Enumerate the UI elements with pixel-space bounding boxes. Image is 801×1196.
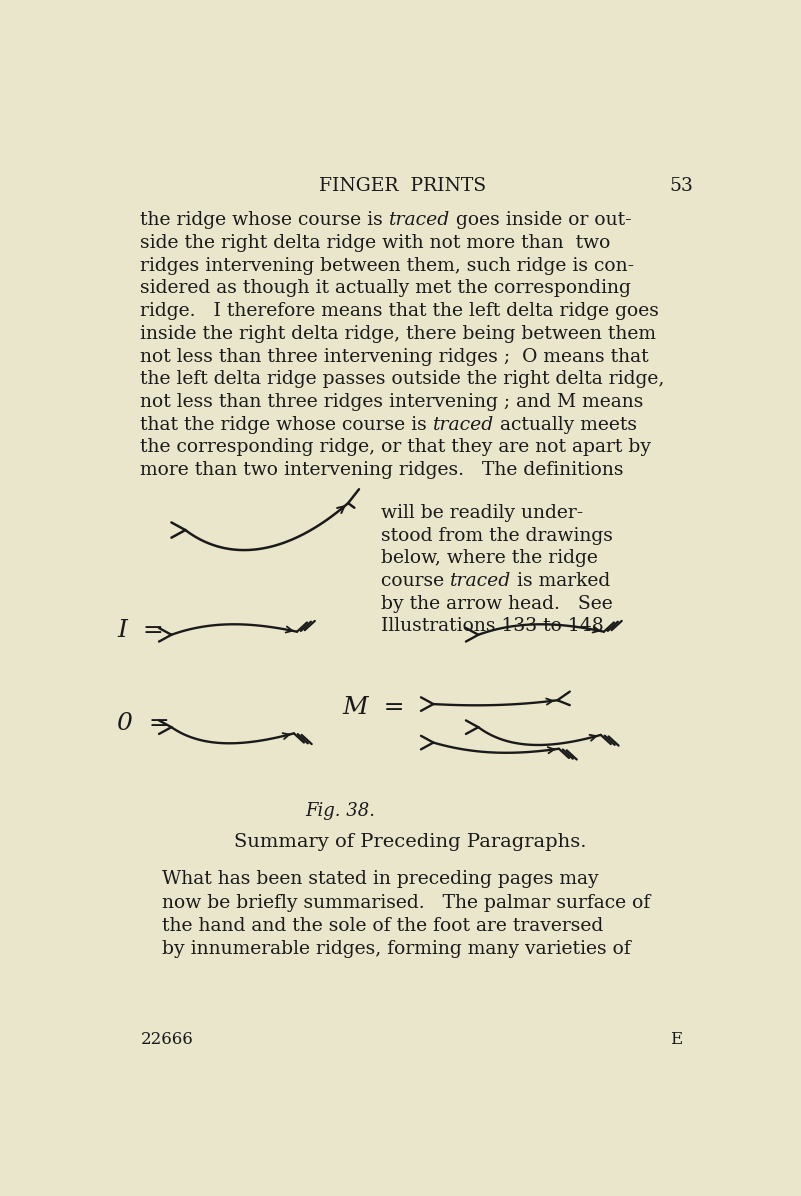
Text: sidered as though it actually met the corresponding: sidered as though it actually met the co…	[140, 280, 631, 298]
Text: the ridge whose course is: the ridge whose course is	[140, 212, 389, 230]
Text: traced: traced	[389, 212, 450, 230]
Text: now be briefly summarised.   The palmar surface of: now be briefly summarised. The palmar su…	[162, 893, 650, 911]
Text: the left delta ridge passes outside the right delta ridge,: the left delta ridge passes outside the …	[140, 371, 665, 389]
Text: E: E	[670, 1031, 682, 1048]
Text: ridges intervening between them, such ridge is con-: ridges intervening between them, such ri…	[140, 257, 634, 275]
Text: Summary of Preceding Paragraphs.: Summary of Preceding Paragraphs.	[234, 834, 586, 852]
Text: more than two intervening ridges.   The definitions: more than two intervening ridges. The de…	[140, 462, 624, 480]
Text: actually meets: actually meets	[494, 416, 638, 434]
Text: traced: traced	[433, 416, 494, 434]
Text: 22666: 22666	[140, 1031, 193, 1048]
Text: the corresponding ridge, or that they are not apart by: the corresponding ridge, or that they ar…	[140, 439, 651, 457]
Text: that the ridge whose course is: that the ridge whose course is	[140, 416, 433, 434]
Text: the hand and the sole of the foot are traversed: the hand and the sole of the foot are tr…	[162, 916, 603, 934]
Text: stood from the drawings: stood from the drawings	[380, 526, 613, 544]
Text: not less than three intervening ridges ;  O means that: not less than three intervening ridges ;…	[140, 348, 649, 366]
Text: by innumerable ridges, forming many varieties of: by innumerable ridges, forming many vari…	[162, 940, 631, 958]
Text: 53: 53	[670, 177, 694, 195]
Text: by the arrow head.   See: by the arrow head. See	[380, 594, 613, 612]
Text: side the right delta ridge with not more than  two: side the right delta ridge with not more…	[140, 234, 611, 252]
Text: FINGER  PRINTS: FINGER PRINTS	[319, 177, 486, 195]
Text: Illustrations 133 to 148.: Illustrations 133 to 148.	[380, 617, 610, 635]
Text: traced: traced	[450, 572, 511, 590]
Text: ridge.   I therefore means that the left delta ridge goes: ridge. I therefore means that the left d…	[140, 303, 659, 321]
Text: course: course	[380, 572, 450, 590]
Text: inside the right delta ridge, there being between them: inside the right delta ridge, there bein…	[140, 325, 657, 343]
Text: will be readily under-: will be readily under-	[380, 504, 583, 521]
Text: M  =: M =	[342, 696, 405, 719]
Text: Fig. 38.: Fig. 38.	[305, 801, 376, 820]
Text: is marked: is marked	[511, 572, 610, 590]
Text: I  =: I =	[117, 620, 164, 642]
Text: 0  =: 0 =	[117, 712, 170, 734]
Text: below, where the ridge: below, where the ridge	[380, 549, 598, 567]
Text: not less than three ridges intervening ; and M means: not less than three ridges intervening ;…	[140, 393, 644, 411]
Text: What has been stated in preceding pages may: What has been stated in preceding pages …	[162, 871, 599, 889]
Text: goes inside or out-: goes inside or out-	[450, 212, 632, 230]
